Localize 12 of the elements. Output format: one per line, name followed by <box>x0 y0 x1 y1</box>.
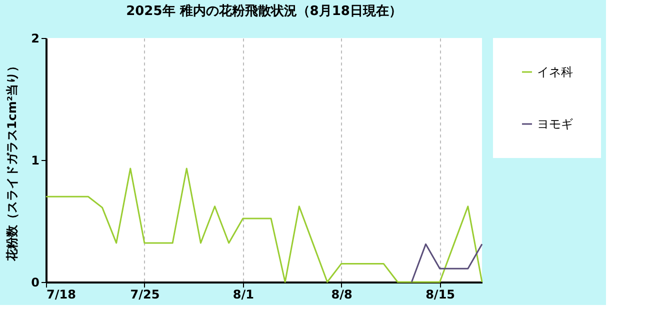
y-tick-label: 2 <box>31 32 40 46</box>
y-tick-label: 1 <box>31 154 40 168</box>
x-tick-label: 8/8 <box>331 288 352 302</box>
x-tick-label: 8/15 <box>426 288 456 302</box>
x-tick-label: 8/1 <box>232 288 254 302</box>
legend-label: ヨモギ <box>537 117 573 131</box>
y-tick-label: 0 <box>31 276 40 290</box>
x-tick-label: 7/18 <box>46 288 76 302</box>
x-tick-label: 7/25 <box>130 288 160 302</box>
y-axis-title: 花粉数（スライドガラス1cm²当り） <box>5 60 20 262</box>
chart-title: 2025年 稚内の花粉飛散状況（8月18日現在） <box>126 3 402 19</box>
legend-label: イネ科 <box>537 65 573 79</box>
